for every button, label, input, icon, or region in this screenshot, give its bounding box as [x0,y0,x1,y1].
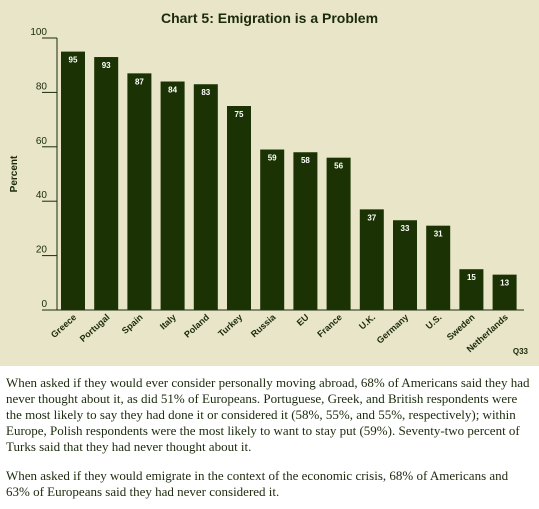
category-label: France [315,312,344,339]
bar-value-label: 13 [500,279,509,288]
bar-value-label: 15 [467,273,476,282]
y-axis-title: Percent [9,155,20,192]
bar [459,269,484,310]
bar-value-label: 95 [69,56,78,65]
bar [293,152,318,310]
bar-value-label: 56 [334,162,343,171]
bar [160,81,185,311]
bar-chart: 0 20 40 60 80 100 Percent 95 Greece 93 Portugal 87 S… [9,27,529,356]
bar [492,274,517,310]
category-label: Russia [249,311,278,339]
bar-value-label: 37 [367,213,376,222]
y-tick-label: 0 [41,299,47,310]
category-label: Turkey [216,312,244,339]
category-label: Sweden [445,312,477,342]
category-label: Greece [49,312,78,340]
y-tick-label: 60 [36,136,48,147]
category-label: Spain [120,312,145,336]
bar-value-label: 84 [168,86,177,95]
chart-panel: 0 20 40 60 80 100 Percent 95 Greece 93 Portugal 87 S… [0,0,539,366]
bar [326,157,351,310]
category-label: Poland [182,312,211,340]
bar [193,84,218,311]
bar-value-label: 33 [401,224,410,233]
y-tick-label: 20 [36,245,48,256]
bar [359,209,384,310]
chart-title: Chart 5: Emigration is a Problem [160,10,379,26]
bar-value-label: 83 [201,88,210,97]
bar [94,57,119,310]
bar-value-label: 93 [102,61,111,70]
bar [260,149,285,310]
category-label: Portugal [78,312,112,344]
bar-value-label: 58 [301,156,310,165]
bar [61,51,85,310]
y-tick-label: 40 [36,190,48,201]
category-label: EU [295,312,311,328]
bar [393,220,417,310]
category-label: U.S. [424,312,444,331]
y-tick-label: 80 [36,81,48,92]
bar [127,73,152,310]
category-label: Italy [158,312,178,331]
category-label: Germany [375,312,411,346]
bar [426,225,451,310]
bar-value-label: 75 [235,110,244,119]
bar [227,106,251,310]
y-tick-label: 100 [30,27,47,38]
bar-value-label: 87 [135,77,144,86]
paragraph-1: When asked if they would ever consider p… [6,375,530,454]
bar-value-label: 59 [268,154,277,163]
bar-value-label: 31 [434,230,443,239]
question-note: Q33 [513,347,529,356]
category-label: U.K. [357,312,377,331]
paragraph-2: When asked if they would emigrate in the… [6,468,509,499]
